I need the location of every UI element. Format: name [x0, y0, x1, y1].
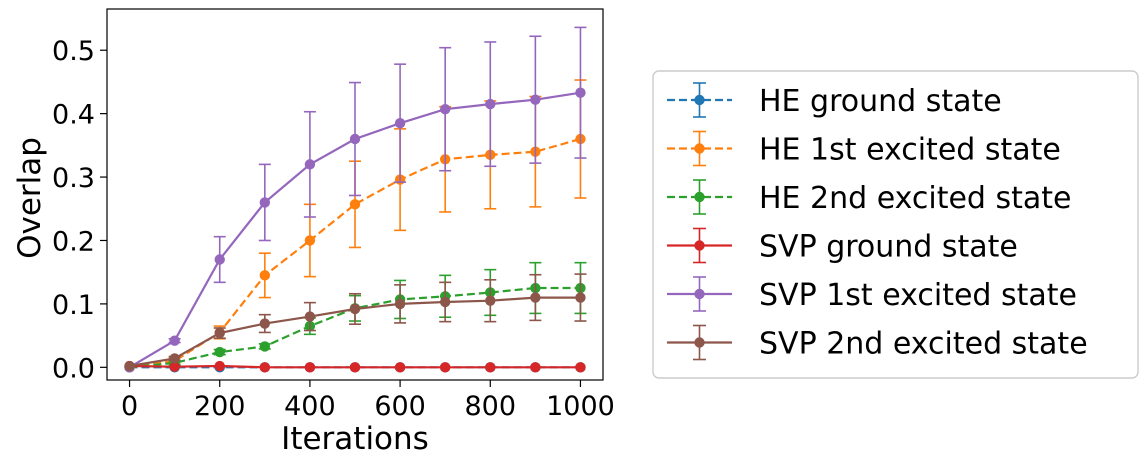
- data-point: [439, 362, 451, 373]
- x-tick-label: 0: [121, 391, 138, 422]
- series-line: [129, 137, 581, 369]
- data-point: [575, 87, 586, 98]
- legend-item: HE 1st excited state: [667, 130, 1061, 168]
- legend-item: SVP 1st excited state: [667, 276, 1077, 313]
- legend-marker: [694, 143, 705, 154]
- y-tick-label: 0.2: [52, 226, 95, 257]
- y-axis-title: Overlap: [12, 137, 48, 259]
- x-tick-label: 1000: [546, 391, 615, 422]
- data-point: [214, 346, 225, 358]
- legend-label: SVP 2nd excited state: [759, 327, 1088, 362]
- x-tick-label: 200: [194, 391, 246, 422]
- data-point: [394, 362, 406, 373]
- legend-label: HE ground state: [759, 84, 1002, 119]
- x-tick-label: 600: [374, 391, 426, 422]
- data-point: [575, 362, 586, 373]
- x-tick-label: 800: [464, 391, 516, 422]
- axes: 0 200 400 600 800 1000 0.0 0.1 0.2 0.3 0.4 0.5: [52, 8, 615, 422]
- data-point: [169, 335, 180, 346]
- data-point: [259, 270, 271, 281]
- legend-label: HE 2nd excited state: [759, 181, 1072, 216]
- data-point: [394, 298, 406, 310]
- legend-label: HE 1st excited state: [759, 133, 1061, 168]
- data-point: [439, 296, 451, 308]
- legend-marker: [694, 94, 705, 106]
- legend: HE ground state HE 1st excited state HE 2n…: [652, 70, 1139, 379]
- data-point: [575, 292, 586, 303]
- data-point: [259, 318, 271, 329]
- data-point: [169, 361, 180, 372]
- data-point: [304, 159, 316, 170]
- data-point: [530, 292, 541, 303]
- x-axis-title: Iterations: [281, 421, 429, 457]
- legend-marker: [694, 191, 705, 203]
- series-4: [124, 360, 586, 373]
- legend-label: SVP 1st excited state: [759, 278, 1077, 313]
- data-point: [214, 254, 225, 265]
- legend-item: HE ground state: [667, 82, 1002, 119]
- data-point: [259, 197, 271, 208]
- data-point: [485, 295, 496, 306]
- series-6: [124, 273, 587, 372]
- data-point: [530, 362, 541, 373]
- data-point: [394, 117, 406, 129]
- y-tick-label: 0.4: [52, 100, 95, 131]
- data-point: [304, 235, 316, 246]
- legend-marker: [694, 288, 705, 300]
- data-point: [304, 362, 316, 373]
- plot-frame: [106, 8, 604, 381]
- y-tick-label: 0.5: [52, 36, 95, 67]
- y-tick-label: 0.3: [52, 163, 95, 194]
- y-tick-label: 0.1: [52, 290, 95, 321]
- data-point: [259, 362, 271, 373]
- data-point: [304, 311, 316, 322]
- series-layer: [124, 26, 587, 373]
- data-point: [214, 327, 225, 339]
- data-point: [349, 362, 361, 373]
- y-tick-label: 0.0: [52, 353, 95, 384]
- data-point: [259, 341, 271, 352]
- legend-label: SVP ground state: [759, 230, 1018, 265]
- data-point: [349, 199, 361, 210]
- data-point: [439, 104, 451, 115]
- data-point: [169, 353, 180, 364]
- legend-marker: [694, 337, 705, 348]
- legend-item: SVP 2nd excited state: [667, 324, 1088, 362]
- legend-item: SVP ground state: [667, 227, 1018, 265]
- data-point: [349, 303, 361, 315]
- data-point: [124, 360, 135, 372]
- data-point: [530, 94, 541, 105]
- data-point: [214, 360, 225, 372]
- legend-box: [652, 70, 1139, 379]
- legend-item: HE 2nd excited state: [667, 179, 1072, 216]
- x-tick-label: 400: [284, 391, 336, 422]
- legend-marker: [694, 240, 705, 251]
- data-point: [349, 133, 361, 145]
- data-point: [485, 98, 496, 110]
- data-point: [485, 362, 496, 373]
